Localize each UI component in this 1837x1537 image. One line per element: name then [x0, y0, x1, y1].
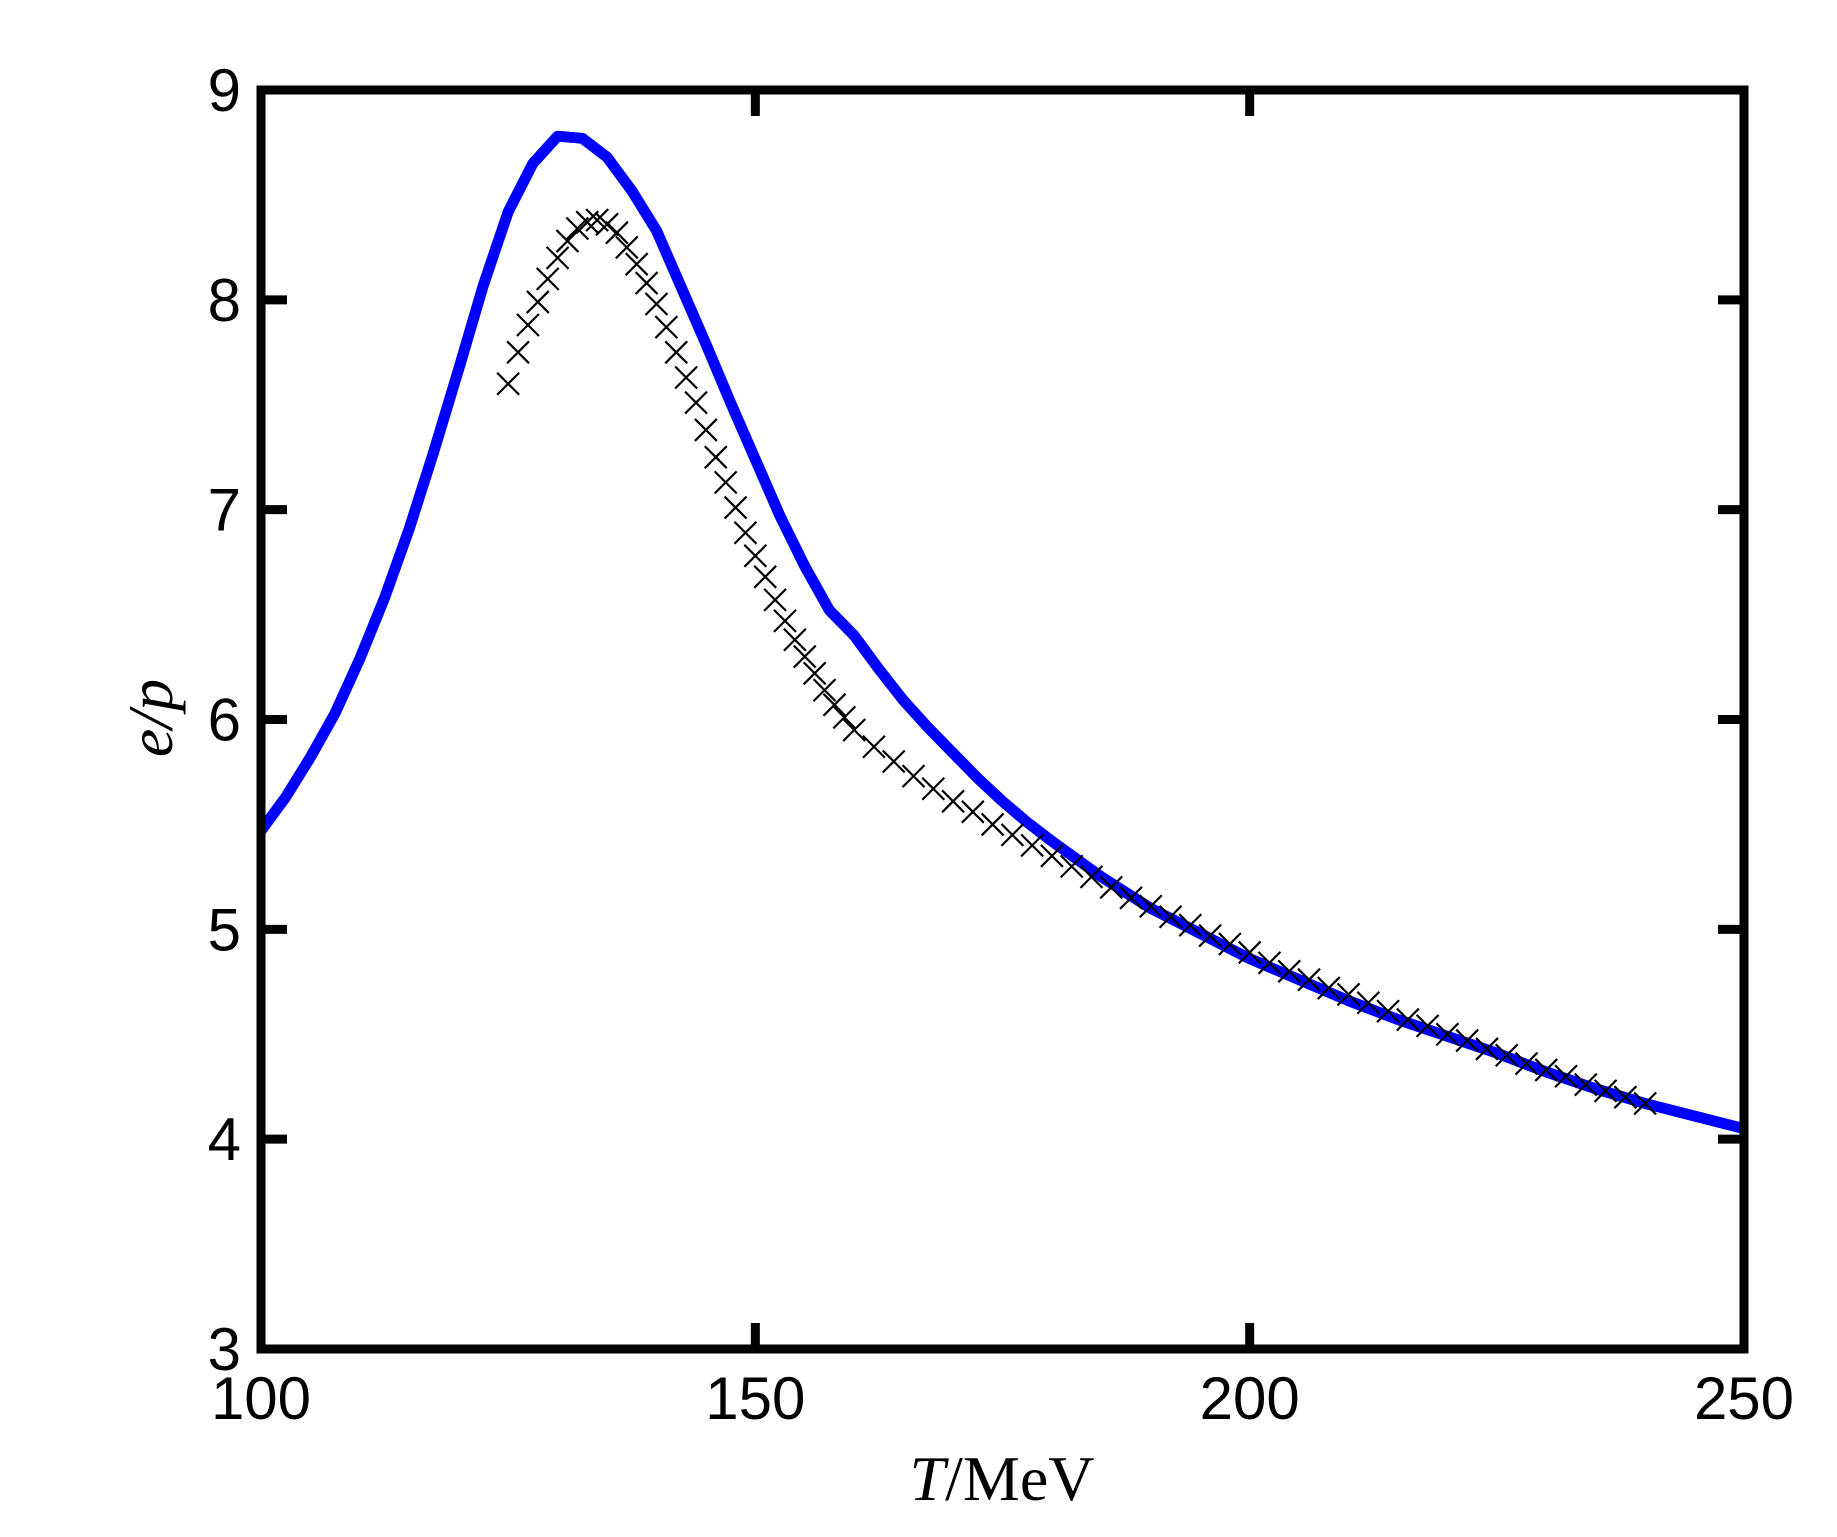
y-tick-label: 7	[208, 477, 241, 544]
data-point-marker	[1554, 1064, 1578, 1088]
x-tick-label: 100	[211, 1365, 311, 1432]
series-line	[256, 130, 1746, 1135]
data-point-marker	[941, 789, 965, 814]
y-tick-label: 5	[208, 896, 241, 963]
data-point-marker	[1336, 982, 1361, 1007]
data-point-marker	[1079, 865, 1104, 889]
data-point-marker	[1297, 967, 1321, 992]
x-axis-label: T/MeV	[910, 1443, 1095, 1514]
data-point-marker	[1139, 894, 1163, 919]
data-point-marker	[496, 371, 520, 396]
data-point-marker	[1593, 1079, 1618, 1103]
y-tick-label: 8	[208, 267, 241, 334]
data-point-marker	[1198, 923, 1222, 948]
data-point-marker	[704, 445, 728, 469]
data-point-marker	[1000, 823, 1025, 847]
data-point-marker	[1257, 951, 1282, 975]
data-point-marker	[842, 718, 866, 742]
y-tick-label: 9	[208, 57, 241, 124]
data-point-marker	[1435, 1022, 1460, 1047]
ticks-layer: 100 150 200 250 3 4 5 6 7 8 9	[208, 57, 1794, 1432]
data-point-marker	[526, 290, 550, 314]
data-point-marker	[516, 313, 540, 337]
data-point-marker	[743, 544, 768, 568]
data-point-marker	[575, 210, 600, 234]
x-axis-label-symbol: T	[910, 1443, 950, 1514]
data-point-marker	[664, 340, 689, 365]
data-point-marker	[1099, 875, 1124, 900]
data-point-marker	[644, 292, 669, 316]
data-point-marker	[654, 315, 679, 339]
data-point-marker	[545, 246, 570, 270]
data-point-marker	[1396, 1007, 1420, 1032]
data-point-marker	[1415, 1014, 1440, 1038]
data-point-marker	[634, 271, 659, 295]
data-point-marker	[822, 693, 847, 717]
data-point-marker	[615, 235, 639, 260]
data-point-marker	[555, 229, 580, 253]
data-point-marker	[733, 520, 758, 545]
data-point-marker	[535, 267, 560, 291]
data-point-marker	[506, 340, 530, 365]
data-point-marker	[862, 735, 886, 759]
data-point-marker	[1158, 904, 1183, 929]
data-point-marker	[961, 800, 985, 824]
data-point-marker	[980, 812, 1005, 837]
data-point-marker	[624, 252, 649, 276]
data-point-marker	[1376, 999, 1400, 1023]
data-point-marker	[1494, 1043, 1519, 1068]
data-point-marker	[605, 220, 629, 245]
data-point-marker	[1020, 833, 1044, 858]
data-point-marker	[832, 705, 857, 730]
data-point-marker	[1237, 940, 1262, 965]
data-point-marker	[802, 661, 827, 686]
data-point-marker	[1178, 913, 1203, 937]
data-point-marker	[1475, 1037, 1499, 1061]
marker-series	[496, 208, 1657, 1116]
data-point-marker	[1356, 990, 1381, 1015]
data-point-marker	[1040, 844, 1064, 868]
data-point-marker	[1455, 1028, 1479, 1053]
data-point-marker	[1218, 932, 1242, 956]
data-point-marker	[1316, 976, 1341, 1000]
data-point-marker	[1119, 886, 1143, 910]
data-point-marker	[921, 776, 946, 801]
data-point-marker	[723, 495, 748, 520]
x-tick-label: 200	[1200, 1365, 1300, 1432]
series-layer	[256, 130, 1746, 1135]
data-point-marker	[812, 678, 837, 702]
data-point-marker	[694, 418, 718, 442]
data-point-marker	[1059, 854, 1084, 879]
data-point-marker	[713, 470, 738, 495]
x-axis-label-unit: /MeV	[945, 1443, 1094, 1514]
data-point-marker	[763, 588, 787, 612]
y-axis-label: e/p	[115, 679, 186, 757]
data-point-marker	[684, 390, 708, 415]
x-tick-label: 150	[705, 1365, 805, 1432]
data-point-marker	[1574, 1072, 1598, 1097]
data-point-marker	[783, 627, 807, 652]
y-tick-label: 6	[208, 687, 241, 754]
data-point-marker	[1613, 1085, 1638, 1109]
data-point-marker	[674, 365, 698, 390]
data-point-marker	[753, 565, 777, 589]
data-point-marker	[1633, 1091, 1657, 1116]
data-point-marker	[1277, 959, 1301, 984]
data-point-marker	[773, 609, 797, 633]
data-point-marker	[1514, 1051, 1539, 1076]
y-tick-label: 4	[208, 1106, 241, 1173]
data-point-marker	[792, 644, 817, 669]
data-point-marker	[1534, 1058, 1559, 1082]
plot-frame	[256, 85, 1749, 1354]
x-tick-label: 250	[1694, 1365, 1794, 1432]
y-tick-label: 3	[208, 1316, 241, 1383]
data-point-marker	[881, 749, 906, 774]
data-point-marker	[901, 764, 926, 788]
